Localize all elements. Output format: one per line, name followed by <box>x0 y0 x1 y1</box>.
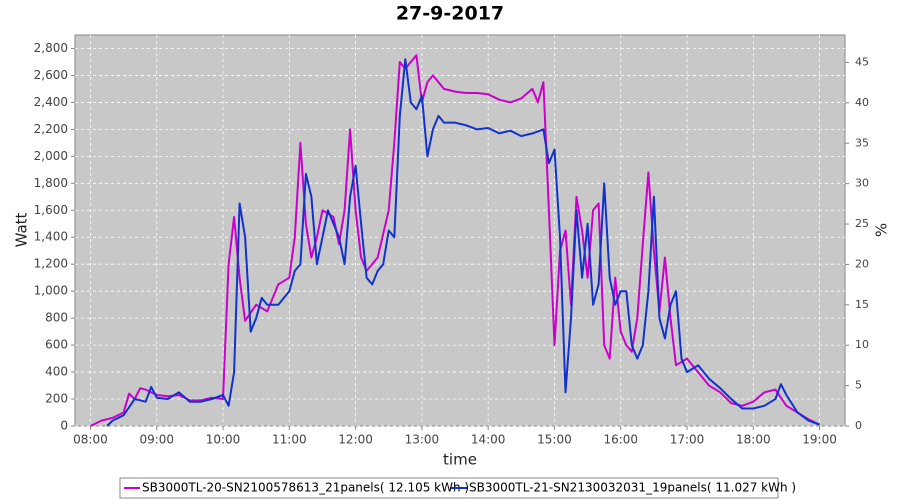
legend-label: SB3000TL-20-SN2100578613_21panels( 12.10… <box>142 481 469 495</box>
y2-tick-label: 5 <box>855 379 862 392</box>
y-tick-label: 1,200 <box>34 257 68 271</box>
x-tick-label: 08:00 <box>73 433 108 447</box>
x-tick-label: 19:00 <box>802 433 837 447</box>
y-tick-label: 1,000 <box>34 284 68 298</box>
y-tick-label: 2,200 <box>34 122 68 136</box>
legend-box <box>119 477 779 499</box>
y-tick-label: 1,800 <box>34 176 68 190</box>
series-line <box>106 58 820 427</box>
y-tick-label: 2,400 <box>34 95 68 109</box>
y-tick-label: 2,800 <box>34 41 68 55</box>
x-tick-label: 16:00 <box>603 433 638 447</box>
y-tick-label: 600 <box>45 338 68 352</box>
plot-area <box>74 34 846 427</box>
x-tick-label: 10:00 <box>206 433 241 447</box>
x-tick-label: 15:00 <box>537 433 572 447</box>
x-tick-label: 17:00 <box>670 433 705 447</box>
y2-tick-label: 25 <box>855 217 869 230</box>
x-tick-label: 11:00 <box>272 433 307 447</box>
y-tick-label: 0 <box>60 419 68 433</box>
y2-axis-label: % <box>873 223 891 237</box>
x-axis-label: time <box>443 451 477 469</box>
x-tick-label: 18:00 <box>736 433 771 447</box>
y-axis-label: Watt <box>13 212 31 247</box>
y2-tick-label: 40 <box>855 96 869 109</box>
y2-tick-label: 10 <box>855 338 869 351</box>
y2-tick-label: 0 <box>855 419 862 432</box>
y-tick-label: 400 <box>45 365 68 379</box>
y2-tick-label: 15 <box>855 298 869 311</box>
x-tick-label: 14:00 <box>471 433 506 447</box>
x-tick-label: 12:00 <box>338 433 373 447</box>
y2-tick-label: 45 <box>855 55 869 68</box>
y-tick-label: 1,400 <box>34 230 68 244</box>
y2-tick-label: 30 <box>855 177 869 190</box>
y-tick-label: 200 <box>45 392 68 406</box>
series-line <box>90 54 821 427</box>
y-tick-label: 2,000 <box>34 149 68 163</box>
y2-tick-label: 20 <box>855 257 869 270</box>
y-tick-label: 2,600 <box>34 68 68 82</box>
chart-title: 27-9-2017 <box>396 3 504 25</box>
y2-tick-label: 35 <box>855 136 869 149</box>
x-tick-label: 13:00 <box>405 433 440 447</box>
x-tick-label: 09:00 <box>139 433 174 447</box>
y-tick-label: 1,600 <box>34 203 68 217</box>
legend-label: SB3000TL-21-SN2130032031_19panels( 11.02… <box>469 481 796 495</box>
y-tick-label: 800 <box>45 311 68 325</box>
